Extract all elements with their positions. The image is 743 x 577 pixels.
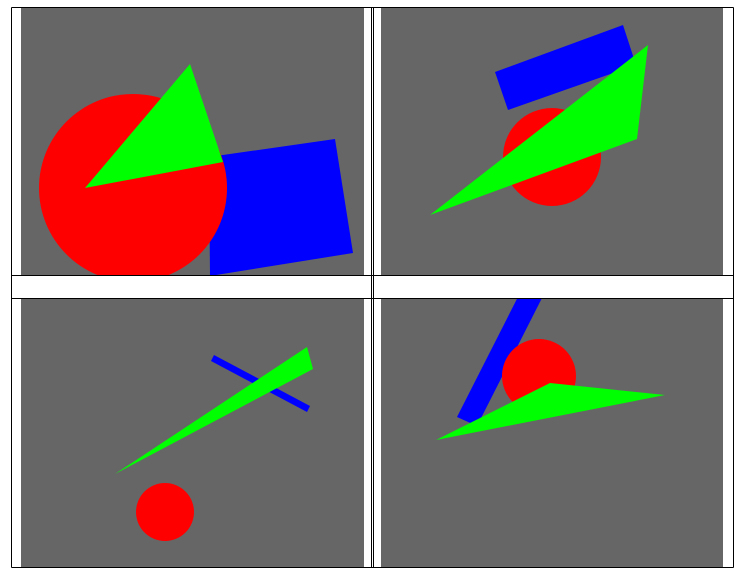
blue-rectangle [209, 139, 353, 275]
table-grid-lines [11, 7, 734, 568]
green-triangle [430, 45, 648, 215]
green-triangle [85, 64, 223, 188]
green-triangle [115, 347, 313, 474]
green-triangle [436, 383, 665, 440]
blue-bar [457, 299, 542, 426]
red-circle [136, 483, 194, 541]
panel-top-left [39, 64, 353, 275]
panel-bottom-right [436, 299, 665, 440]
panel-top-right [430, 25, 648, 215]
panel-bottom-right-background [381, 299, 723, 567]
panel-bottom-left [115, 347, 313, 541]
blue-rectangle [495, 25, 636, 110]
panel-bottom-left-background [21, 299, 364, 567]
